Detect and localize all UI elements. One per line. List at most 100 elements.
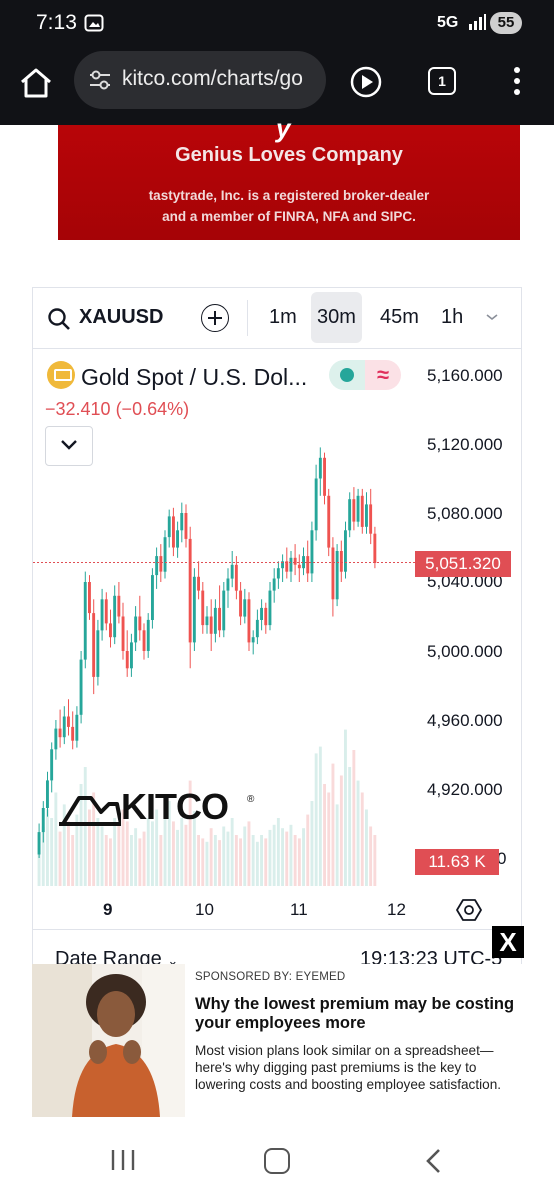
home-nav-icon[interactable]	[264, 1148, 290, 1174]
price-chart[interactable]	[33, 288, 521, 968]
candle-body	[192, 576, 196, 643]
candle-body	[121, 616, 125, 651]
time-tick: 11	[290, 900, 308, 919]
volume-bar	[130, 835, 133, 886]
candle-body	[297, 564, 301, 569]
home-icon[interactable]	[18, 66, 54, 100]
volume-bar	[83, 767, 87, 886]
volume-bar	[297, 838, 301, 886]
candle-body	[323, 457, 326, 496]
volume-bar	[218, 840, 221, 886]
time-tick: 10	[195, 900, 214, 919]
url-text[interactable]: kitco.com/charts/go	[122, 67, 303, 90]
candle-body	[176, 530, 179, 548]
candle-body	[213, 607, 217, 634]
volume-bar	[151, 821, 154, 886]
volume-bar	[134, 828, 138, 886]
candle-body	[318, 457, 322, 479]
volume-bar	[323, 784, 326, 886]
volume-bar	[142, 831, 146, 886]
volume-bar	[109, 838, 112, 886]
candle-body	[209, 616, 213, 634]
indicator-toggles[interactable]: ≈	[329, 360, 401, 390]
candle-body	[167, 516, 171, 538]
volume-bar	[310, 801, 314, 886]
timeframe-1h[interactable]: 1h	[441, 306, 464, 328]
back-icon[interactable]	[424, 1148, 442, 1174]
volume-bar	[369, 826, 373, 886]
search-icon[interactable]	[47, 307, 71, 331]
price-axis[interactable]: 5,160.000 5,120.000 5,080.000 5,040.000 …	[413, 348, 521, 893]
symbol-search-button[interactable]: XAUUSD	[79, 306, 164, 328]
kitco-watermark: KITCO	[121, 786, 229, 827]
candle-body	[344, 530, 347, 572]
volume-bar	[125, 821, 129, 886]
market-open-indicator[interactable]	[329, 360, 365, 390]
chevron-down-icon[interactable]	[485, 312, 499, 322]
volume-bar	[339, 775, 343, 886]
candle-body	[276, 568, 280, 579]
volume-bar	[344, 729, 347, 886]
sponsored-ad[interactable]: SPONSORED BY: EYEMED Why the lowest prem…	[32, 964, 522, 1120]
price-tick: 4,920.000	[427, 780, 503, 799]
candle-body	[243, 599, 247, 617]
candle-body	[125, 651, 129, 669]
candle-body	[205, 616, 209, 626]
volume-bar	[205, 841, 209, 886]
candle-body	[37, 832, 41, 855]
time-tick: 9	[103, 900, 113, 919]
current-price-label: 5,051.320	[415, 551, 511, 577]
candle-body	[289, 557, 293, 572]
volume-bar	[365, 809, 368, 886]
candle-body	[285, 561, 289, 572]
time-tick: 12	[387, 900, 406, 919]
browser-toolbar: kitco.com/charts/go 1	[0, 48, 554, 125]
volume-bar	[348, 767, 352, 886]
screenshot-icon	[84, 14, 104, 32]
date-range-button[interactable]: Date Range ⌄	[55, 948, 178, 968]
candle-body	[310, 530, 314, 574]
volume-bar	[172, 821, 175, 886]
volume-bar	[146, 818, 150, 886]
candle-body	[230, 564, 234, 579]
timeframe-45m[interactable]: 45m	[380, 306, 419, 328]
volume-bar	[276, 818, 280, 886]
settings-icon[interactable]	[456, 897, 482, 923]
candle-body	[134, 616, 138, 643]
volume-bar	[327, 792, 331, 886]
candle-body	[142, 630, 146, 651]
volume-bar	[180, 818, 184, 886]
volume-bar	[67, 821, 70, 886]
recent-apps-icon[interactable]	[110, 1148, 136, 1172]
candle-body	[100, 599, 104, 631]
candle-body	[348, 499, 352, 531]
timeframe-30m[interactable]: 30m	[311, 292, 362, 343]
candle-body	[331, 547, 335, 600]
candle-body	[83, 582, 87, 660]
tastytrade-ad-banner[interactable]: y Genius Loves Company tastytrade, Inc. …	[58, 113, 520, 240]
candle-body	[151, 575, 154, 620]
candle-body	[54, 728, 58, 750]
data-delay-indicator[interactable]: ≈	[365, 360, 401, 390]
sponsored-title[interactable]: Why the lowest premium may be costing yo…	[195, 995, 515, 1032]
close-ad-button[interactable]: X	[492, 926, 524, 958]
tab-switcher-button[interactable]: 1	[428, 67, 456, 95]
candle-body	[360, 495, 364, 527]
more-menu-icon[interactable]	[512, 66, 522, 96]
compare-symbol-icon[interactable]	[201, 304, 229, 332]
candle-body	[373, 533, 377, 563]
legend-collapse-button[interactable]	[45, 426, 93, 466]
toolbar-divider	[247, 300, 248, 336]
listen-icon[interactable]	[349, 65, 383, 99]
volume-bar	[176, 829, 179, 886]
volume-bar	[96, 818, 100, 886]
candle-body	[130, 642, 133, 669]
volume-label: 11.63 K	[415, 849, 499, 875]
site-settings-icon[interactable]	[88, 70, 112, 90]
volume-bar	[37, 835, 41, 886]
address-bar[interactable]: kitco.com/charts/go	[74, 51, 326, 109]
chart-widget: XAUUSD 1m 30m 45m 1h Gold Spot / U.S. Do…	[32, 287, 522, 968]
candle-body	[272, 578, 276, 591]
candle-body	[138, 616, 142, 631]
timeframe-1m[interactable]: 1m	[269, 306, 297, 328]
